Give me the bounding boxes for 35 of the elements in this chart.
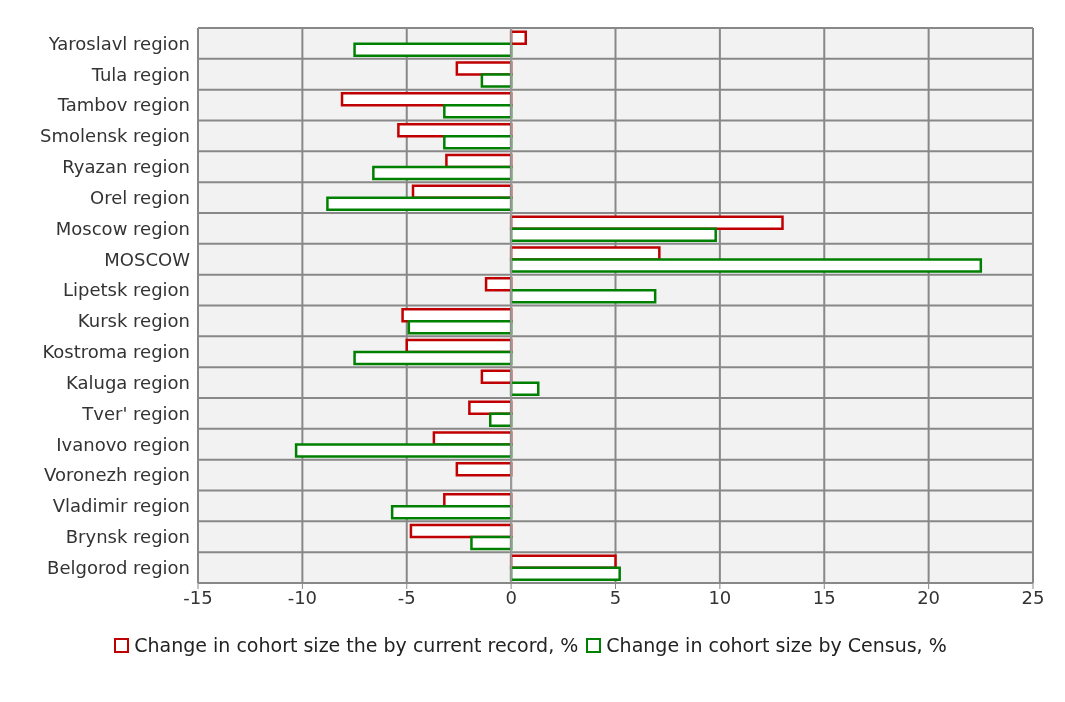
y-tick-label: Moscow region (55, 217, 190, 239)
y-tick-label: Ivanovo region (56, 433, 190, 455)
x-tick-label: 10 (708, 586, 732, 608)
bar (484, 277, 513, 292)
x-tick-label: -10 (287, 586, 318, 608)
bar (353, 42, 513, 57)
y-tick-label: Belgorod region (47, 556, 190, 578)
y-tick-label: Ryazan region (62, 156, 190, 178)
bar (509, 289, 657, 304)
y-tick-label: Kursk region (77, 310, 190, 332)
y-tick-label: MOSCOW (104, 248, 191, 270)
y-tick-label: Yaroslavl region (47, 32, 190, 54)
y-tick-label: Tula region (90, 63, 190, 85)
x-tick-label: 20 (917, 586, 941, 608)
x-tick-label: 0 (505, 586, 517, 608)
y-tick-label: Kostroma region (42, 341, 190, 363)
y-tick-label: Tver' region (81, 402, 190, 424)
y-tick-label: Smolensk region (40, 125, 190, 147)
x-tick-label: -5 (397, 586, 416, 608)
legend-label: Change in cohort size the by current record, % (134, 634, 579, 656)
y-tick-label: Brynsk region (65, 526, 190, 548)
y-tick-label: Kaluga region (65, 371, 190, 393)
x-tick-label: 5 (609, 586, 622, 608)
bar (509, 381, 540, 397)
y-tick-label: Lipetsk region (62, 279, 190, 301)
legend-label: Change in cohort size by Census, % (606, 634, 947, 656)
bar (455, 462, 513, 477)
x-tick-label: 15 (812, 586, 836, 608)
y-tick-label: Vladimir region (52, 495, 190, 517)
x-tick-label: -15 (183, 586, 213, 608)
y-tick-label: Voronezh region (44, 464, 190, 486)
y-tick-label: Tambov region (56, 94, 190, 116)
y-tick-label: Orel region (90, 186, 190, 208)
bar (509, 30, 527, 45)
x-tick-label: 25 (1021, 586, 1045, 608)
